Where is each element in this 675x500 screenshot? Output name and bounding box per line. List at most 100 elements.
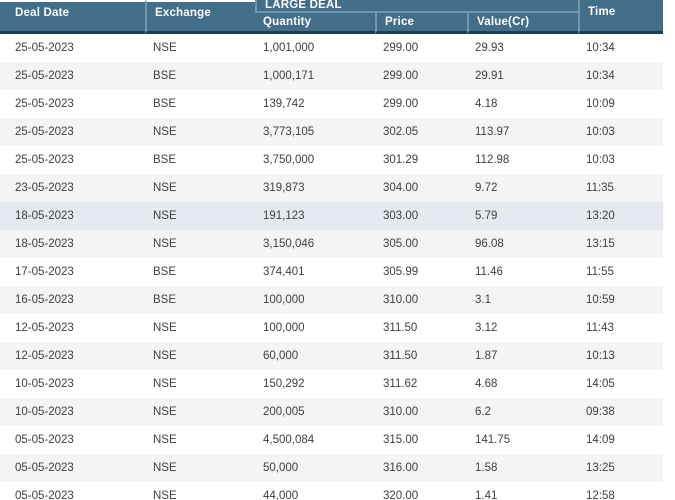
cell-value-cr: 5.79 <box>475 210 498 222</box>
cell-deal-date: 05-05-2023 <box>15 490 74 500</box>
column-header-exchange[interactable]: Exchange <box>145 0 255 34</box>
cell-exchange: BSE <box>153 154 177 166</box>
table-row[interactable]: 16-05-2023 BSE 100,000 310.00 3.1 10:59 <box>0 286 664 314</box>
cell-time: 10:34 <box>586 42 615 54</box>
cell-deal-date: 10-05-2023 <box>15 406 74 418</box>
cell-deal-date: 16-05-2023 <box>15 294 74 306</box>
cell-quantity: 4,500,084 <box>263 434 315 446</box>
cell-deal-date: 12-05-2023 <box>15 350 74 362</box>
cell-exchange: BSE <box>153 70 177 82</box>
cell-price: 320.00 <box>383 490 419 500</box>
cell-value-cr: 4.18 <box>475 98 498 110</box>
table-row[interactable]: 18-05-2023 NSE 191,123 303.00 5.79 13:20 <box>0 202 664 230</box>
cell-exchange: NSE <box>153 462 177 474</box>
cell-price: 299.00 <box>383 98 419 110</box>
column-header-quantity[interactable]: Quantity <box>255 13 375 34</box>
cell-value-cr: 1.58 <box>475 462 498 474</box>
cell-quantity: 374,401 <box>263 266 305 278</box>
table-row[interactable]: 18-05-2023 NSE 3,150,046 305.00 96.08 13:15 <box>0 230 664 258</box>
cell-time: 10:13 <box>586 350 615 362</box>
cell-price: 316.00 <box>383 462 419 474</box>
table-row[interactable]: 05-05-2023 NSE 4,500,084 315.00 141.75 14:09 <box>0 426 664 454</box>
cell-value-cr: 3.1 <box>475 294 491 306</box>
cell-exchange: NSE <box>153 322 177 334</box>
cell-time: 10:03 <box>586 126 615 138</box>
cell-time: 09:38 <box>586 406 615 418</box>
cell-deal-date: 25-05-2023 <box>15 42 74 54</box>
cell-value-cr: 1.87 <box>475 350 498 362</box>
cell-value-cr: 29.91 <box>475 70 504 82</box>
cell-time: 12:58 <box>586 490 615 500</box>
table-row[interactable]: 12-05-2023 NSE 100,000 311.50 3.12 11:43 <box>0 314 664 342</box>
cell-price: 311.50 <box>383 350 418 362</box>
cell-quantity: 60,000 <box>263 350 299 362</box>
cell-deal-date: 18-05-2023 <box>15 238 74 250</box>
table-row[interactable]: 23-05-2023 NSE 319,873 304.00 9.72 11:35 <box>0 174 664 202</box>
table-row[interactable]: 12-05-2023 NSE 60,000 311.50 1.87 10:13 <box>0 342 664 370</box>
cell-quantity: 3,750,000 <box>263 154 315 166</box>
cell-value-cr: 9.72 <box>475 182 498 194</box>
cell-quantity: 1,001,000 <box>263 42 315 54</box>
cell-value-cr: 3.12 <box>475 322 498 334</box>
cell-price: 315.00 <box>383 434 419 446</box>
cell-exchange: NSE <box>153 406 177 418</box>
cell-deal-date: 12-05-2023 <box>15 322 74 334</box>
cell-time: 13:15 <box>586 238 615 250</box>
cell-time: 11:55 <box>586 266 614 278</box>
table-row[interactable]: 05-05-2023 NSE 44,000 320.00 1.41 12:58 <box>0 482 664 500</box>
table-header: Deal Date Exchange LARGE DEAL Time Quant… <box>0 0 664 34</box>
cell-quantity: 319,873 <box>263 182 305 194</box>
cell-value-cr: 11.46 <box>475 266 503 278</box>
cell-quantity: 150,292 <box>263 378 305 390</box>
cell-price: 299.00 <box>383 70 419 82</box>
table-row[interactable]: 25-05-2023 BSE 139,742 299.00 4.18 10:09 <box>0 90 664 118</box>
table-row[interactable]: 10-05-2023 NSE 150,292 311.62 4.68 14:05 <box>0 370 664 398</box>
cell-time: 10:59 <box>586 294 615 306</box>
cell-value-cr: 29.93 <box>475 42 504 54</box>
column-header-value-cr[interactable]: Value(Cr) <box>467 13 579 34</box>
cell-price: 311.50 <box>383 322 418 334</box>
cell-price: 301.29 <box>383 154 419 166</box>
table-row[interactable]: 17-05-2023 BSE 374,401 305.99 11.46 11:55 <box>0 258 664 286</box>
cell-quantity: 44,000 <box>263 490 299 500</box>
cell-deal-date: 23-05-2023 <box>15 182 74 194</box>
cell-value-cr: 4.68 <box>475 378 498 390</box>
cell-price: 305.99 <box>383 266 419 278</box>
cell-price: 310.00 <box>383 406 419 418</box>
cell-price: 304.00 <box>383 182 419 194</box>
cell-exchange: BSE <box>153 98 177 110</box>
table-row[interactable]: 10-05-2023 NSE 200,005 310.00 6.2 09:38 <box>0 398 664 426</box>
cell-exchange: BSE <box>153 266 177 278</box>
cell-exchange: NSE <box>153 238 177 250</box>
cell-deal-date: 25-05-2023 <box>15 70 74 82</box>
cell-value-cr: 112.98 <box>475 154 510 166</box>
cell-deal-date: 10-05-2023 <box>15 378 74 390</box>
cell-exchange: NSE <box>153 490 177 500</box>
column-group-large-deal: LARGE DEAL <box>255 0 579 13</box>
cell-exchange: BSE <box>153 294 177 306</box>
cell-value-cr: 6.2 <box>475 406 491 418</box>
table-row[interactable]: 05-05-2023 NSE 50,000 316.00 1.58 13:25 <box>0 454 664 482</box>
cell-quantity: 50,000 <box>263 462 299 474</box>
cell-quantity: 200,005 <box>263 406 305 418</box>
cell-price: 311.62 <box>383 378 418 390</box>
table-row[interactable]: 25-05-2023 BSE 1,000,171 299.00 29.91 10:34 <box>0 62 664 90</box>
cell-time: 11:35 <box>586 182 614 194</box>
table-row[interactable]: 25-05-2023 BSE 3,750,000 301.29 112.98 10:03 <box>0 146 664 174</box>
cell-quantity: 139,742 <box>263 98 305 110</box>
cell-value-cr: 113.97 <box>475 126 510 138</box>
column-header-deal-date[interactable]: Deal Date <box>0 0 145 34</box>
cell-time: 11:43 <box>586 322 614 334</box>
cell-exchange: NSE <box>153 378 177 390</box>
column-header-price[interactable]: Price <box>375 13 467 34</box>
cell-time: 10:03 <box>586 154 615 166</box>
cell-price: 302.05 <box>383 126 419 138</box>
column-header-time[interactable]: Time <box>578 0 664 34</box>
cell-exchange: NSE <box>153 434 177 446</box>
cell-deal-date: 25-05-2023 <box>15 126 74 138</box>
cell-value-cr: 141.75 <box>475 434 511 446</box>
table-row[interactable]: 25-05-2023 NSE 3,773,105 302.05 113.97 10:03 <box>0 118 664 146</box>
table-row[interactable]: 25-05-2023 NSE 1,001,000 299.00 29.93 10:34 <box>0 34 664 62</box>
cell-time: 14:09 <box>586 434 615 446</box>
